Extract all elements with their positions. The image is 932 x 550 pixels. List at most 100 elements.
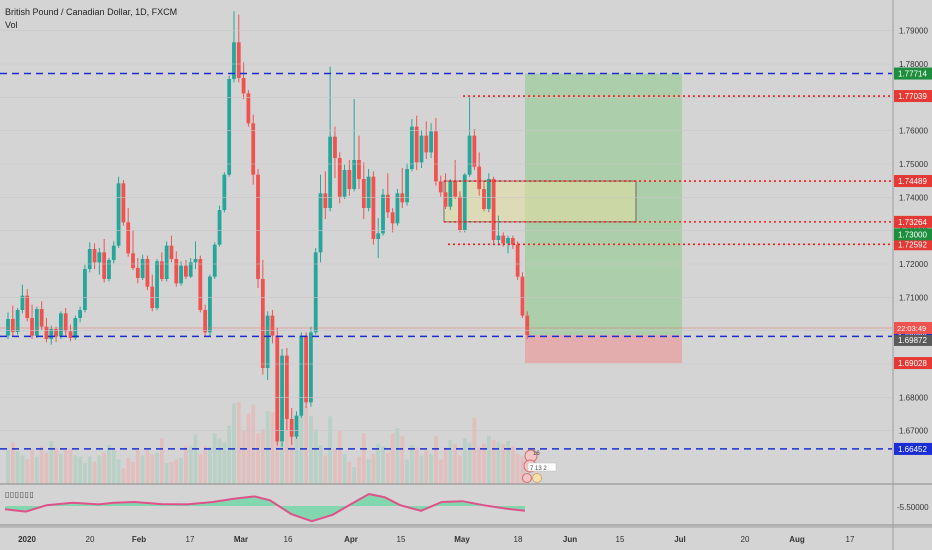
candle-body bbox=[58, 313, 63, 337]
volume-bar bbox=[135, 450, 140, 484]
candle-body bbox=[424, 135, 429, 153]
volume-bar bbox=[434, 435, 438, 484]
volume-bar bbox=[10, 442, 15, 484]
candle-body bbox=[92, 249, 97, 263]
volume-bar bbox=[222, 442, 227, 484]
event-badge-box bbox=[527, 462, 557, 472]
volume-bar bbox=[246, 413, 251, 484]
volume-bar bbox=[63, 450, 68, 484]
volume-bar bbox=[371, 454, 376, 484]
candle-body bbox=[462, 174, 467, 230]
candle-body bbox=[121, 183, 126, 223]
volume-bar bbox=[183, 446, 188, 484]
candle-body bbox=[260, 279, 265, 368]
zone-box bbox=[443, 180, 637, 223]
supply-zone-rect bbox=[443, 180, 637, 223]
volume-bar bbox=[424, 450, 429, 484]
volume-bar bbox=[318, 445, 323, 484]
volume-bar bbox=[203, 446, 208, 484]
candle-body bbox=[347, 170, 352, 189]
candle-body bbox=[472, 135, 477, 167]
candle-body bbox=[174, 259, 179, 284]
current-price-label: 1.69872 bbox=[898, 336, 927, 345]
time-tick-label: 20 bbox=[741, 535, 750, 544]
candle-body bbox=[222, 174, 227, 210]
price-tag-label: 1.72592 bbox=[898, 240, 927, 249]
volume-bar bbox=[448, 439, 453, 484]
candle-body bbox=[198, 259, 203, 310]
volume-bar bbox=[409, 445, 414, 484]
candle-body bbox=[309, 332, 313, 403]
time-tick-label: 15 bbox=[616, 535, 625, 544]
volume-bar bbox=[97, 455, 102, 484]
candle-body bbox=[188, 262, 193, 277]
volume-bar bbox=[366, 459, 371, 484]
oscillator-value-label: -5.50000 bbox=[897, 503, 929, 512]
volume-bar bbox=[515, 454, 520, 484]
volume-bar bbox=[121, 468, 126, 484]
price-tag bbox=[894, 175, 932, 188]
volume-bars bbox=[6, 387, 525, 484]
time-tick-label: Jun bbox=[563, 535, 577, 544]
candle-body bbox=[280, 355, 284, 442]
candle-body bbox=[270, 315, 275, 336]
candle-body bbox=[265, 315, 270, 368]
candle-body bbox=[236, 42, 241, 78]
volume-bar bbox=[506, 441, 510, 484]
volume-bar bbox=[270, 412, 275, 484]
price-tag bbox=[894, 90, 932, 103]
price-tick-label: 1.71000 bbox=[899, 293, 928, 302]
time-tick-label: 20 bbox=[86, 535, 95, 544]
candle-body bbox=[49, 329, 54, 339]
candle-body bbox=[371, 176, 376, 239]
volume-bar bbox=[294, 422, 299, 484]
price-tag bbox=[894, 67, 932, 80]
candle-body bbox=[520, 276, 525, 316]
price-tick-label: 1.72000 bbox=[899, 260, 928, 269]
stop-price-label: 1.69028 bbox=[898, 359, 927, 368]
volume-bar bbox=[111, 448, 116, 484]
volume-bar bbox=[39, 446, 44, 484]
stop-zone bbox=[525, 334, 682, 364]
candle-body bbox=[381, 194, 385, 234]
price-tick-label: 1.67000 bbox=[899, 427, 928, 436]
candle-body bbox=[361, 179, 366, 208]
volume-bar bbox=[405, 459, 409, 484]
volume-bar bbox=[92, 461, 97, 484]
time-tick-label: Mar bbox=[234, 535, 248, 544]
volume-bar bbox=[179, 458, 183, 484]
time-axis[interactable]: 2020 20 Feb 17 Mar 16 Apr 15 May 18 Jun 15 Jul 20 Aug 1… bbox=[0, 526, 932, 544]
volume-bar bbox=[361, 433, 366, 484]
candle-body bbox=[438, 181, 443, 193]
candle-body bbox=[448, 181, 453, 207]
candle-body bbox=[44, 326, 49, 339]
volume-bar bbox=[145, 450, 150, 484]
candle-body bbox=[405, 169, 409, 203]
candle-body bbox=[140, 259, 145, 278]
event-badges[interactable]: 16 7 13 2 bbox=[522, 449, 557, 483]
price-tag bbox=[894, 238, 932, 251]
volume-bar bbox=[174, 459, 179, 484]
candle-body bbox=[366, 176, 371, 208]
candle-body bbox=[6, 319, 10, 336]
candle-body bbox=[30, 318, 34, 336]
candle-body bbox=[169, 245, 174, 259]
candle-body bbox=[251, 123, 256, 175]
volume-bar bbox=[419, 455, 424, 484]
volume-bar bbox=[289, 421, 294, 484]
volume-bar bbox=[453, 443, 458, 484]
time-tick-label: 15 bbox=[397, 535, 406, 544]
candle-body bbox=[467, 135, 472, 175]
volume-bar bbox=[309, 416, 313, 484]
time-tick-label: 17 bbox=[186, 535, 195, 544]
hidden-price-tag bbox=[894, 228, 932, 241]
volume-bar bbox=[54, 447, 58, 484]
volume-bar bbox=[328, 416, 333, 484]
time-tick-label: Apr bbox=[344, 535, 358, 544]
volume-bar bbox=[217, 438, 222, 484]
volume-bar bbox=[15, 451, 20, 484]
indicator-label: ▯▯▯▯▯▯ bbox=[5, 490, 35, 499]
chart-legend: British Pound / Canadian Dollar, 1D, FXC… bbox=[5, 6, 177, 32]
